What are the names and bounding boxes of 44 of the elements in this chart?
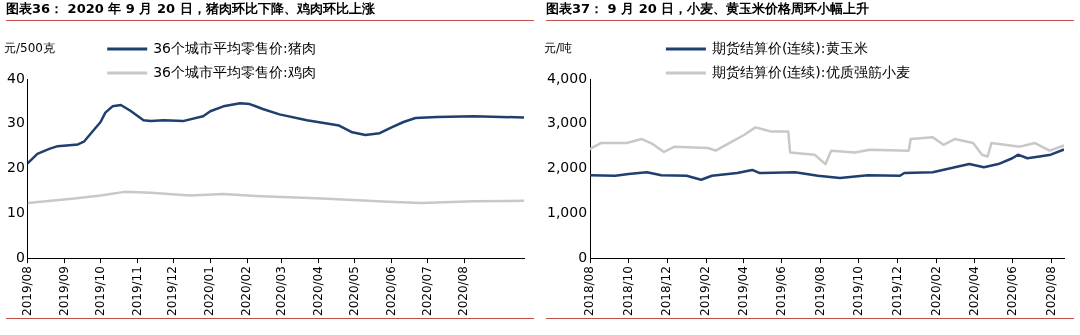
y-tick-label: 0 xyxy=(578,248,588,265)
y-tick-label: 3,000 xyxy=(546,114,588,131)
x-tick-label: 2019/09 xyxy=(56,266,71,317)
x-tick-label: 2019/04 xyxy=(735,266,750,317)
x-tick-label: 2020/03 xyxy=(274,266,288,317)
y-tick-label: 0 xyxy=(15,248,25,265)
x-tick-label: 2019/12 xyxy=(165,266,180,317)
x-tick-label: 2019/11 xyxy=(129,266,144,317)
x-tick-label: 2019/12 xyxy=(889,266,904,317)
chart-title: 图表37： 9 月 20 日，小麦、黄玉米价格周环小幅上升 xyxy=(546,0,1074,21)
x-tick-label: 2019/10 xyxy=(851,266,866,317)
y-tick-label: 4,000 xyxy=(546,69,588,86)
x-tick-label: 2018/10 xyxy=(620,266,635,317)
y-axis-title: 元/吨 xyxy=(544,41,573,56)
x-tick-label: 2020/02 xyxy=(928,266,943,317)
x-tick-label: 2020/04 xyxy=(966,266,981,317)
x-tick-label: 2020/05 xyxy=(346,266,361,317)
x-tick-label: 2019/02 xyxy=(698,266,713,317)
x-tick-label: 2019/06 xyxy=(774,266,789,317)
x-tick-label: 2020/06 xyxy=(383,266,398,317)
x-tick-label: 2020/01 xyxy=(202,266,217,317)
legend-label: 期货结算价(连续):黄玉米 xyxy=(711,39,868,56)
y-axis-title: 元/500克 xyxy=(4,41,55,56)
y-tick-label: 2,000 xyxy=(546,159,588,176)
x-tick-label: 2019/08 xyxy=(812,266,827,317)
y-tick-label: 40 xyxy=(6,69,25,86)
x-tick-label: 2020/07 xyxy=(419,266,434,317)
x-tick-label: 2019/08 xyxy=(19,266,34,317)
x-tick-label: 2020/08 xyxy=(1043,266,1058,317)
x-tick-label: 2018/12 xyxy=(659,266,674,317)
chart-title: 图表36： 2020 年 9 月 20 日，猪肉环比下降、鸡肉环比上涨 xyxy=(6,0,534,21)
x-tick-label: 2018/08 xyxy=(582,266,597,317)
x-tick-label: 2020/04 xyxy=(310,266,325,317)
x-tick-label: 2019/10 xyxy=(92,266,107,317)
legend-label: 期货结算价(连续):优质强筋小麦 xyxy=(711,63,910,80)
x-tick-label: 2020/08 xyxy=(456,266,471,317)
y-tick-label: 10 xyxy=(6,204,25,220)
y-tick-label: 20 xyxy=(6,159,25,176)
y-tick-label: 30 xyxy=(6,114,25,131)
legend-label: 36个城市平均零售价:猪肉 xyxy=(153,39,316,56)
y-tick-label: 1,000 xyxy=(546,204,588,220)
legend-label: 36个城市平均零售价:鸡肉 xyxy=(153,63,316,80)
x-tick-label: 2020/02 xyxy=(239,266,254,317)
x-tick-label: 2020/06 xyxy=(1005,266,1020,317)
